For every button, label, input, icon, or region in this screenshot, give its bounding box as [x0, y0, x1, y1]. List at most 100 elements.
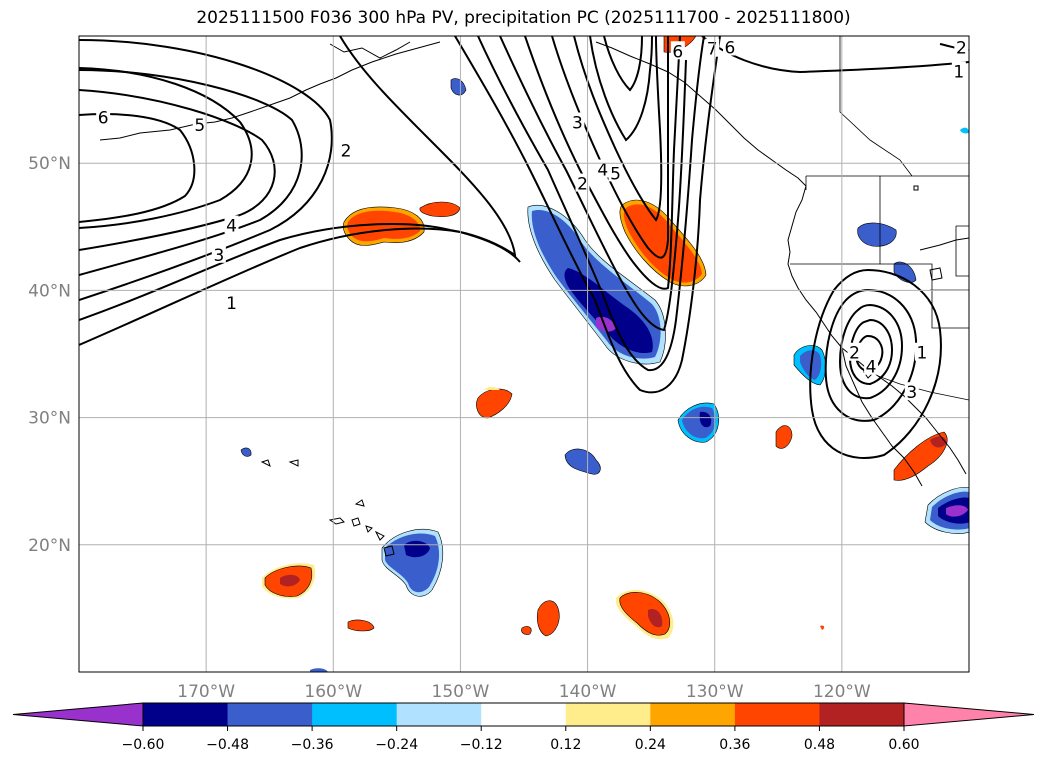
island [913, 185, 919, 191]
contour-label-halo [211, 244, 226, 263]
contour-label-halo [914, 342, 929, 361]
pv-contour-label: 6 [672, 42, 683, 62]
border [955, 225, 969, 277]
contour-label-halo [864, 356, 879, 375]
pv-contour-label: 4 [226, 217, 237, 237]
precip-negative-area [450, 78, 467, 96]
pv-contour-label: 3 [572, 113, 583, 133]
pv-contours [79, 36, 969, 459]
pv-contour-label: 1 [226, 294, 237, 314]
colorbar-swatch [650, 703, 736, 726]
pv-contour [848, 318, 894, 386]
pv-contour-label: 2 [577, 175, 588, 195]
coastline [919, 237, 969, 251]
precip-positive-area [775, 425, 793, 449]
pv-contour [79, 113, 196, 223]
pv-contour-label: 3 [906, 383, 917, 403]
contour-label-halo [722, 37, 737, 56]
precip-negative-area [564, 448, 601, 475]
island [288, 459, 299, 467]
coastline [595, 41, 967, 475]
colorbar-outline [142, 702, 905, 727]
colorbar-swatch [819, 703, 905, 726]
lon-tick-label: 120°W [813, 682, 871, 702]
precip-negative-area [857, 222, 897, 247]
contour-label-halo [224, 293, 239, 312]
precip-positive-area [521, 626, 532, 635]
precip-positive-area [347, 210, 421, 242]
precip-positive-area [347, 619, 375, 632]
pv-contour-label: 5 [194, 116, 205, 136]
coastlines [99, 41, 969, 487]
island [374, 530, 385, 541]
pv-contour [499, 36, 687, 332]
precip-positive-area [536, 600, 560, 637]
contour-label-halo [847, 342, 862, 361]
island [354, 499, 365, 507]
precip-positive-area [930, 436, 947, 448]
contour-label-halo [608, 163, 623, 182]
precip-shading [240, 36, 969, 672]
pv-contour-label: 5 [610, 164, 621, 184]
colorbar-tick-label: 0.60 [888, 737, 919, 753]
pv-contour [79, 227, 521, 346]
colorbar-swatch [734, 703, 820, 726]
precip-positive-area [648, 608, 663, 628]
colorbar-swatch [312, 703, 398, 726]
pv-contour-label: 1 [953, 63, 964, 83]
island [383, 545, 395, 557]
pv-contour-label: 1 [917, 344, 928, 364]
border [839, 36, 913, 177]
colorbar-extend-max [903, 702, 1035, 727]
map-background [79, 36, 969, 672]
latitude-labels: 50°N 40°N 30°N 20°N [28, 154, 71, 556]
lat-tick-label: 30°N [28, 409, 71, 429]
precip-negative-area [960, 127, 969, 134]
precip-negative-area [946, 505, 968, 517]
colorbar-tick-label: −0.60 [122, 737, 165, 753]
pv-contour [603, 36, 643, 92]
lat-tick-label: 40°N [28, 281, 71, 301]
pv-contour [551, 36, 670, 259]
contour-label-halo [575, 173, 590, 192]
pv-contour [79, 67, 253, 229]
pv-contour-label: 6 [98, 108, 109, 128]
colorbar-tick-label: −0.36 [291, 737, 334, 753]
colorbar-swatch [143, 703, 229, 726]
pv-contour-label: 3 [213, 246, 224, 266]
precip-negative-area [310, 668, 328, 672]
lon-tick-label: 130°W [686, 682, 744, 702]
colorbar-tick-label: 0.48 [804, 737, 835, 753]
precip-positive-area [820, 625, 825, 630]
lon-tick-label: 150°W [432, 682, 490, 702]
islands [260, 185, 943, 557]
precip-positive-area [280, 574, 300, 587]
coastline [329, 41, 411, 59]
precip-positive-area [419, 201, 461, 218]
precip-negative-area [240, 447, 252, 457]
colorbar-tick-label: 0.12 [550, 737, 581, 753]
pv-contour [524, 36, 681, 290]
colorbar-tick-label: 0.24 [635, 737, 666, 753]
colorbar-swatch [481, 703, 567, 726]
gridlines [79, 36, 969, 672]
island [260, 459, 271, 467]
map-frame [78, 35, 970, 673]
colorbar-extend-min [12, 702, 144, 727]
precip-positive-area [484, 387, 500, 390]
contour-label-halo [954, 37, 969, 56]
contour-label-halo [570, 112, 585, 131]
map-title: 2025111500 F036 300 hPa PV, precipitatio… [196, 8, 851, 28]
island [351, 517, 361, 527]
island [365, 525, 373, 533]
pv-contour [573, 36, 663, 222]
pv-contour [79, 89, 276, 251]
colorbar-tick-label: −0.24 [375, 737, 418, 753]
contour-label-halo [96, 107, 111, 126]
contour-label-halo [192, 115, 207, 134]
lon-tick-label: 160°W [304, 682, 362, 702]
colorbar-swatch [565, 703, 651, 726]
lon-tick-label: 140°W [559, 682, 617, 702]
island [929, 267, 943, 281]
